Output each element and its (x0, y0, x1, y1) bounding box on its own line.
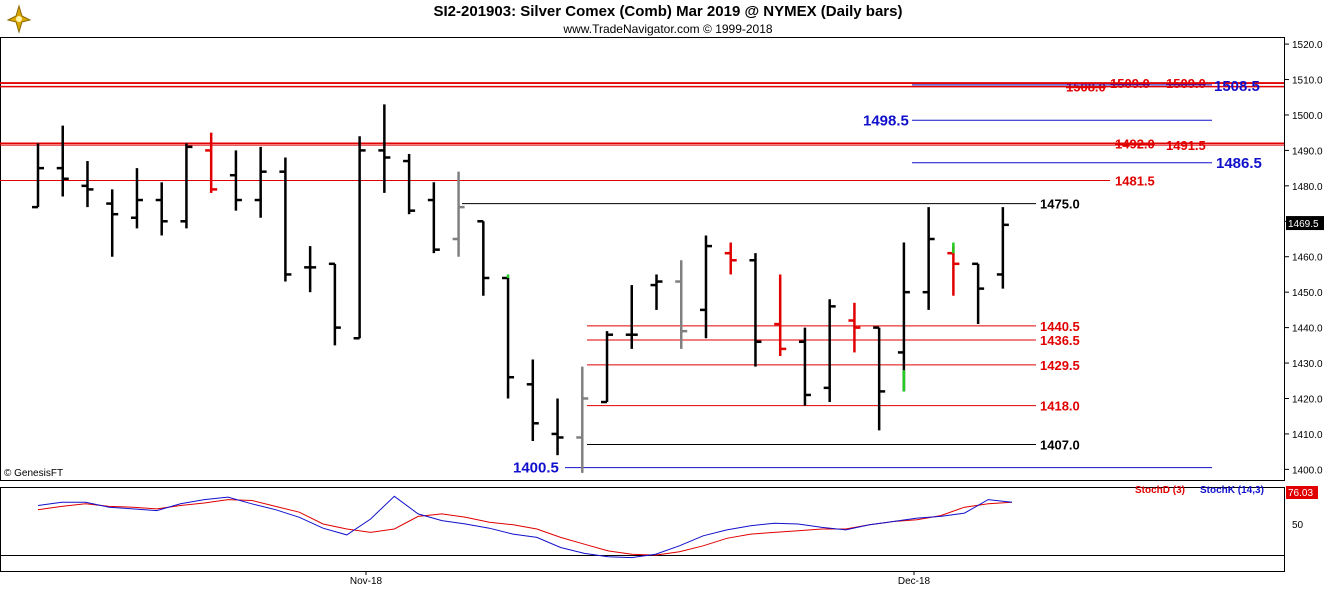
chart-title: SI2-201903: Silver Comex (Comb) Mar 2019… (433, 3, 903, 20)
y-axis-tick-label: 1400.0 (1292, 465, 1323, 476)
x-axis-label: Dec-18 (898, 576, 931, 587)
level-label: 1492.0 (1115, 136, 1155, 151)
y-axis-tick-label: 1460.0 (1292, 253, 1323, 264)
stochastic-last-marker (1286, 486, 1318, 499)
level-label: 1481.5 (1115, 174, 1155, 189)
level-label: 1498.5 (863, 112, 909, 129)
level-label: 1436.5 (1040, 333, 1080, 348)
stoch-d-line (37, 499, 1013, 556)
level-label: 1509.0 (1166, 76, 1206, 91)
x-axis-label: Nov-18 (350, 576, 383, 587)
y-axis-tick-label: 1410.0 (1292, 430, 1323, 441)
level-label: 1475.0 (1040, 197, 1080, 212)
chart-subtitle: www.TradeNavigator.com © 1999-2018 (563, 22, 773, 36)
last-price-value: 1469.5 (1288, 219, 1319, 230)
stochastic-panel-frame (0, 487, 1285, 572)
y-axis-tick-label: 1430.0 (1292, 359, 1323, 370)
level-label: 1418.0 (1040, 399, 1080, 414)
legend-stoch-k: StochK (14,3) (1200, 485, 1264, 496)
y-axis-tick-label: 1480.0 (1292, 182, 1323, 193)
level-label: 1491.5 (1166, 138, 1206, 153)
y-axis-tick-label: 1420.0 (1292, 394, 1323, 405)
legend-stoch-d: StochD (3) (1135, 485, 1185, 496)
y-axis-tick-label: 1520.0 (1292, 40, 1323, 51)
y-axis-tick-label: 1500.0 (1292, 111, 1323, 122)
y-axis-tick-label: 1440.0 (1292, 324, 1323, 335)
stochastic-last-value: 76.03 (1288, 488, 1313, 499)
chart-header: SI2-201903: Silver Comex (Comb) Mar 2019… (0, 0, 1336, 38)
level-label: 1486.5 (1216, 155, 1262, 172)
copyright-label: © GenesisFT (4, 468, 64, 479)
level-label: 1429.5 (1040, 358, 1080, 373)
y-axis-tick-label: 1510.0 (1292, 76, 1323, 87)
level-label: 1508.0 (1066, 80, 1106, 95)
y-axis-tick-label: 1490.0 (1292, 146, 1323, 157)
y-axis-tick-label: 1450.0 (1292, 288, 1323, 299)
level-label: 1400.5 (513, 460, 559, 477)
last-price-marker (1286, 216, 1324, 231)
stochastic-tick-label: 50 (1292, 520, 1304, 531)
trade-navigator-logo-icon (4, 2, 34, 34)
stoch-k-line (37, 495, 1013, 559)
level-label: 1407.0 (1040, 438, 1080, 453)
level-label: 1440.5 (1040, 319, 1080, 334)
level-label: 1508.5 (1214, 78, 1260, 95)
price-panel-frame (0, 37, 1285, 481)
